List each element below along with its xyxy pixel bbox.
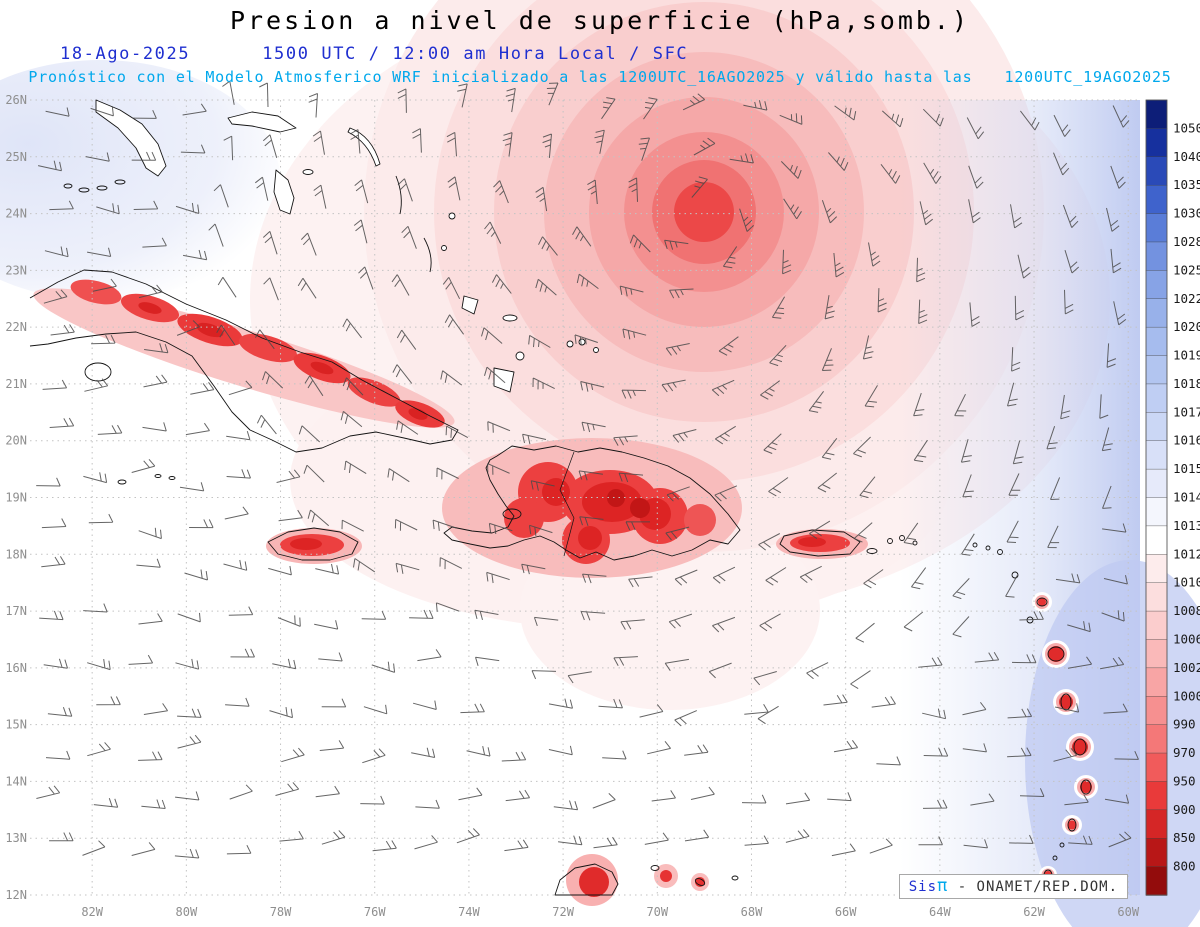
colorbar-tick-label: 900 xyxy=(1173,802,1196,817)
colorbar-tick-label: 1019 xyxy=(1173,348,1200,363)
colorbar-tick-label: 1016 xyxy=(1173,433,1200,448)
colorbar-tick-label: 850 xyxy=(1173,830,1196,845)
colorbar-tick-label: 1006 xyxy=(1173,631,1200,646)
lon-tick-label: 62W xyxy=(1023,905,1045,919)
colorbar-tick-label: 1025 xyxy=(1173,262,1200,277)
colorbar-tick-label: 1050 xyxy=(1173,120,1200,135)
lat-tick-label: 15N xyxy=(5,718,27,732)
lat-tick-label: 20N xyxy=(5,434,27,448)
lat-tick-label: 26N xyxy=(5,93,27,107)
credit-sis: Sis xyxy=(908,879,938,895)
chart-subtitle: 18-Ago-2025 1500 UTC / 12:00 am Hora Loc… xyxy=(60,44,688,64)
lat-tick-label: 17N xyxy=(5,604,27,618)
colorbar-tick-label: 1022 xyxy=(1173,291,1200,306)
lon-tick-label: 72W xyxy=(552,905,574,919)
colorbar-tick-label: 1030 xyxy=(1173,206,1200,221)
colorbar-tick-label: 1012 xyxy=(1173,546,1200,561)
lon-tick-label: 80W xyxy=(176,905,198,919)
lat-tick-label: 24N xyxy=(5,207,27,221)
lon-tick-label: 68W xyxy=(741,905,763,919)
lat-tick-label: 21N xyxy=(5,377,27,391)
colorbar-tick-label: 970 xyxy=(1173,745,1196,760)
credit-box: Sisπ - ONAMET/REP.DOM. xyxy=(898,874,1128,899)
lon-tick-label: 74W xyxy=(458,905,480,919)
colorbar-tick-label: 990 xyxy=(1173,717,1196,732)
lon-tick-label: 64W xyxy=(929,905,951,919)
credit-org: - ONAMET/REP.DOM. xyxy=(957,879,1118,895)
coastlines xyxy=(29,99,1092,896)
wind-barbs xyxy=(36,80,1139,859)
colorbar-tick-label: 1035 xyxy=(1173,177,1200,192)
lat-tick-label: 19N xyxy=(5,491,27,505)
axis-tick-labels: 26N 25N 24N 23N 22N 21N 20N 19N 18N 17N 16N 15N 14N 1… xyxy=(5,93,1140,919)
lat-tick-label: 18N xyxy=(5,547,27,561)
lon-tick-label: 60W xyxy=(1117,905,1139,919)
colorbar-tick-label: 800 xyxy=(1173,859,1196,874)
lon-tick-label: 82W xyxy=(81,905,103,919)
colorbar-tick-label: 1013 xyxy=(1173,518,1200,533)
colorbar-tick-label: 1008 xyxy=(1173,603,1200,618)
forecast-middle: y válido hasta las xyxy=(795,68,973,86)
lat-tick-label: 16N xyxy=(5,661,27,675)
cyclone-rings xyxy=(364,0,1044,552)
forecast-prefix: Pronóstico con el Modelo Atmosferico WRF… xyxy=(28,68,609,86)
lon-tick-label: 76W xyxy=(364,905,386,919)
lat-tick-label: 23N xyxy=(5,263,27,277)
high-pressure-patch-nw xyxy=(0,60,280,300)
lon-tick-label: 70W xyxy=(646,905,668,919)
colorbar-tick-label: 1020 xyxy=(1173,319,1200,334)
colorbar-tick-label: 950 xyxy=(1173,773,1196,788)
lat-tick-label: 25N xyxy=(5,150,27,164)
lat-tick-label: 14N xyxy=(5,774,27,788)
lat-tick-label: 13N xyxy=(5,831,27,845)
chart-title: Presion a nivel de superficie (hPa,somb.… xyxy=(229,6,971,35)
colorbar-tick-label: 1000 xyxy=(1173,688,1200,703)
lat-tick-label: 12N xyxy=(5,888,27,902)
colorbar: 1050 1040 1035 1030 1028 1025 1022 1020 1019 1018… xyxy=(1145,99,1200,896)
colorbar-tick-label: 1010 xyxy=(1173,575,1200,590)
colorbar-tick-label: 1040 xyxy=(1173,149,1200,164)
colorbar-tick-label: 1015 xyxy=(1173,461,1200,476)
forecast-valid-time: 1200UTC_19AGO2025 xyxy=(1004,68,1172,86)
lat-tick-label: 22N xyxy=(5,320,27,334)
colorbar-tick-label: 1028 xyxy=(1173,234,1200,249)
credit-pi-icon: π xyxy=(937,876,949,896)
colorbar-tick-label: 1002 xyxy=(1173,660,1200,675)
subtitle-date: 18-Ago-2025 xyxy=(60,44,191,64)
lon-tick-label: 78W xyxy=(270,905,292,919)
forecast-init-time: 1200UTC_16AGO2025 xyxy=(618,68,786,86)
subtitle-time: 1500 UTC / 12:00 am Hora Local / SFC xyxy=(262,44,689,64)
colorbar-tick-label: 1014 xyxy=(1173,490,1200,505)
graticule xyxy=(30,99,1140,896)
lon-tick-label: 66W xyxy=(835,905,857,919)
colorbar-tick-label: 1017 xyxy=(1173,404,1200,419)
colorbar-tick-label: 1018 xyxy=(1173,376,1200,391)
forecast-line: Pronóstico con el Modelo Atmosferico WRF… xyxy=(0,68,1200,86)
